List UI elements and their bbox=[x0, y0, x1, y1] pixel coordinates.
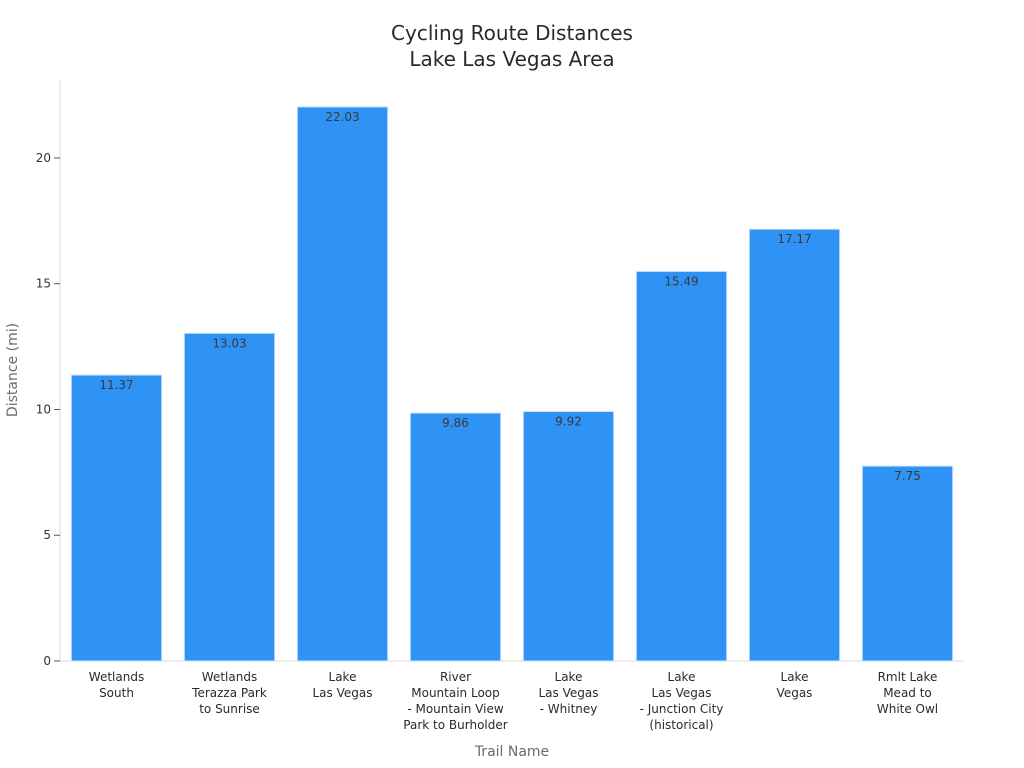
x-tick-label-line: Las Vegas bbox=[539, 686, 599, 700]
x-tick-label-line: Wetlands bbox=[89, 670, 144, 684]
x-tick-label-line: Las Vegas bbox=[652, 686, 712, 700]
x-tick-label-line: Rmlt Lake bbox=[878, 670, 938, 684]
bar bbox=[183, 332, 276, 662]
bar-value-label: 11.37 bbox=[99, 378, 133, 392]
bar bbox=[70, 374, 163, 662]
x-tick-label-line: Vegas bbox=[777, 686, 813, 700]
bar-value-label: 15.49 bbox=[664, 274, 698, 288]
x-tick-label: Rmlt Lake Mead to White Owl bbox=[877, 670, 938, 716]
bar-value-label: 9.92 bbox=[555, 414, 582, 428]
x-tick-label-line: Wetlands bbox=[202, 670, 257, 684]
chart-title-line-2: Lake Las Vegas Area bbox=[409, 47, 614, 71]
bar bbox=[635, 270, 728, 662]
x-tick-label-line: South bbox=[99, 686, 134, 700]
x-tick-label-line: Lake bbox=[781, 670, 809, 684]
x-tick-label: River Mountain Loop - Mountain View Park to… bbox=[403, 670, 507, 732]
x-tick-label-line: Lake bbox=[329, 670, 357, 684]
y-axis-label: Distance (mi) bbox=[5, 323, 21, 417]
bar bbox=[409, 412, 502, 662]
x-tick-label-line: - Whitney bbox=[540, 702, 598, 716]
bar bbox=[522, 410, 615, 662]
x-axis-label: Trail Name bbox=[474, 744, 549, 760]
bar bbox=[861, 465, 954, 662]
x-tick-label: Lake Las Vegas - Whitney bbox=[539, 670, 599, 716]
x-tick-label-line: (historical) bbox=[649, 718, 713, 732]
x-tick-label-line: Las Vegas bbox=[313, 686, 373, 700]
y-tick-label: 5 bbox=[43, 528, 51, 542]
bar bbox=[296, 106, 389, 662]
x-axis-tick-labels: Wetlands South Wetlands Terazza Park to Sunr… bbox=[89, 670, 938, 732]
bar-value-label: 7.75 bbox=[894, 469, 921, 483]
x-tick-label-line: - Mountain View bbox=[407, 702, 504, 716]
x-tick-label: Wetlands South bbox=[89, 670, 144, 700]
x-tick-label-line: Mountain Loop bbox=[411, 686, 500, 700]
x-tick-label: Lake Vegas bbox=[777, 670, 813, 700]
x-tick-label-line: River bbox=[440, 670, 471, 684]
bars bbox=[70, 106, 954, 662]
bar bbox=[748, 228, 841, 662]
y-tick-label: 0 bbox=[43, 654, 51, 668]
bar-value-label: 9.86 bbox=[442, 416, 469, 430]
x-tick-label-line: Park to Burholder bbox=[403, 718, 507, 732]
x-tick-label: Lake Las Vegas - Junction City (historical) bbox=[640, 670, 724, 732]
y-tick-label: 15 bbox=[36, 277, 51, 291]
x-tick-label-line: Lake bbox=[555, 670, 583, 684]
x-tick-label-line: Terazza Park bbox=[191, 686, 267, 700]
chart-title-line-1: Cycling Route Distances bbox=[391, 21, 633, 45]
y-tick-label: 10 bbox=[36, 402, 51, 416]
x-tick-label: Lake Las Vegas bbox=[313, 670, 373, 700]
x-tick-label-line: to Sunrise bbox=[199, 702, 260, 716]
data-labels: 11.37 13.03 22.03 9.86 9.92 15.49 17.17 7.75 bbox=[99, 110, 921, 483]
x-tick-label-line: White Owl bbox=[877, 702, 938, 716]
x-tick-label-line: - Junction City bbox=[640, 702, 724, 716]
x-tick-label: Wetlands Terazza Park to Sunrise bbox=[191, 670, 267, 716]
chart-title: Cycling Route Distances Lake Las Vegas A… bbox=[391, 21, 633, 71]
x-tick-label-line: Mead to bbox=[883, 686, 932, 700]
y-tick-label: 20 bbox=[36, 151, 51, 165]
bar-value-label: 17.17 bbox=[777, 232, 811, 246]
y-axis-ticks: 0 5 10 15 20 bbox=[36, 151, 60, 668]
x-tick-label-line: Lake bbox=[668, 670, 696, 684]
bar-value-label: 22.03 bbox=[325, 110, 359, 124]
bar-value-label: 13.03 bbox=[212, 336, 246, 350]
